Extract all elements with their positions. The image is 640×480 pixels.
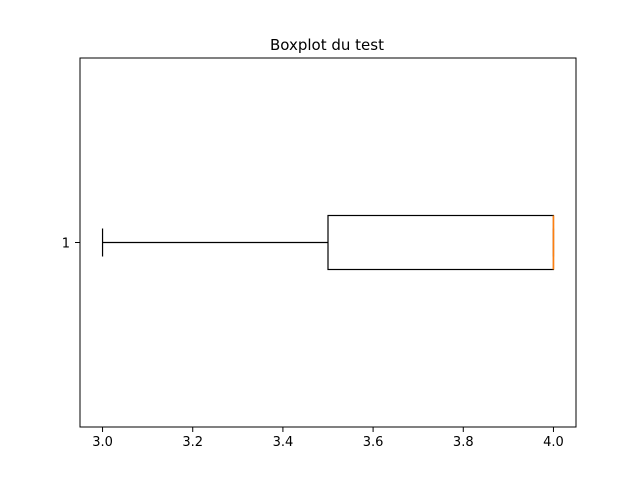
box-iqr [327, 214, 555, 271]
chart-title: Boxplot du test [270, 36, 384, 54]
x-tick-label: 3.6 [363, 435, 384, 450]
plot-area: 3.0 3.2 3.4 3.6 3.8 4.0 1 [62, 57, 577, 450]
x-tick-label: 4.0 [543, 435, 564, 450]
x-tick-label: 3.8 [453, 435, 474, 450]
x-tick-label: 3.2 [182, 435, 203, 450]
x-tick-label: 3.0 [92, 435, 113, 450]
y-tick-label: 1 [62, 237, 70, 252]
x-tick-label: 3.4 [273, 435, 294, 450]
